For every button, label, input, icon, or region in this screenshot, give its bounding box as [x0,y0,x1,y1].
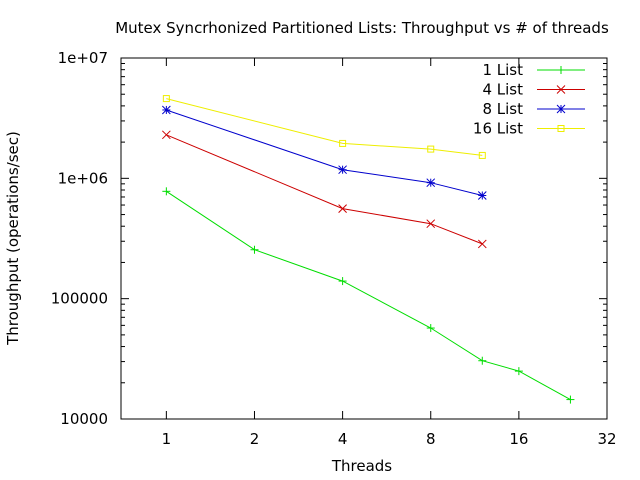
x-tick-label: 1 [162,430,172,448]
data-point [339,139,347,147]
legend-marker-square [557,125,565,132]
data-point [426,178,436,188]
data-point [477,239,487,249]
chart-title: Mutex Syncrhonized Partitioned Lists: Th… [115,19,609,37]
x-axis-label: Threads [331,457,392,475]
data-point [514,367,523,376]
data-point-stroke [338,204,347,213]
data-point-square [339,139,347,147]
y-tick-label: 100000 [51,290,108,308]
data-point [338,165,347,175]
data-point [478,356,487,365]
data-point [477,191,487,200]
x-tick-label: 4 [338,430,348,448]
y-tick-label: 10000 [60,410,108,428]
legend-label: 8 List [482,100,523,118]
legend-marker-stroke [556,104,566,114]
data-point [426,324,435,333]
x-tick-label: 16 [509,430,528,448]
y-tick-label: 1e+06 [58,169,108,187]
data-point [478,151,486,159]
legend-label: 1 List [482,61,523,79]
legend-label: 16 List [473,120,523,138]
data-point [338,204,347,213]
data-point-square [162,95,170,103]
series-0 [162,187,575,404]
x-tick-label: 8 [426,430,436,448]
data-point [427,145,435,153]
data-point-stroke [338,165,347,175]
data-point [162,95,170,103]
data-point-square [427,145,435,153]
legend-marker [557,125,565,132]
legend-marker [556,85,566,94]
series-3 [162,95,486,159]
data-point [250,245,259,254]
data-point-stroke [161,105,171,115]
data-point [162,187,171,196]
x-tick-label: 32 [597,430,616,448]
data-point-stroke [161,130,171,140]
legend-marker [556,104,566,114]
series-1 [161,130,487,249]
series-line [166,190,571,401]
data-point [161,130,171,140]
series-line [166,109,483,196]
data-point-square [478,151,486,159]
data-point [426,219,436,229]
legend-marker-stroke [556,85,566,94]
plot-frame [120,57,608,420]
data-point-stroke [426,219,436,229]
legend-marker [557,66,565,74]
legend-label: 4 List [482,81,523,99]
y-tick-label: 1e+07 [58,49,108,67]
data-point [338,277,347,286]
x-axis: 1 2 4 8 16 32 [162,58,617,448]
data-point [566,395,575,404]
y-axis: 10000 100000 1e+06 1e+07 [51,49,607,428]
data-point-stroke [477,239,487,249]
series-line [166,98,483,156]
data-point [161,105,171,115]
series-line [166,134,483,245]
data-point-stroke [477,191,487,200]
x-tick-label: 2 [250,430,260,448]
series-layer [161,95,575,404]
y-axis-label: Throughput (operations/sec) [4,131,22,346]
data-point-stroke [426,178,436,188]
series-2 [161,105,487,200]
